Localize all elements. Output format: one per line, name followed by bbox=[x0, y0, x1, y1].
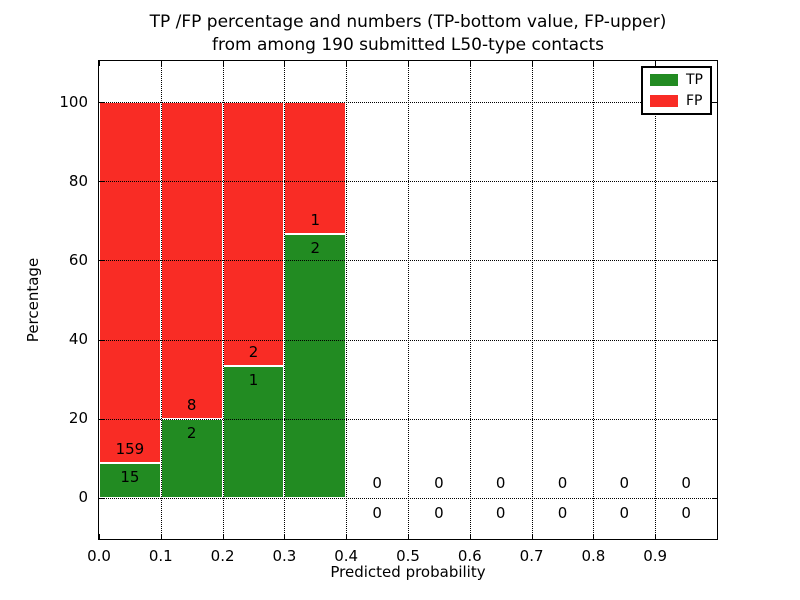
x-tick-label: 0.9 bbox=[643, 547, 668, 565]
tp-count-label: 15 bbox=[120, 468, 140, 487]
y-tick-mark bbox=[99, 181, 104, 183]
x-tick-mark bbox=[222, 534, 224, 539]
fp-count-label: 0 bbox=[372, 473, 382, 492]
y-tick-mark bbox=[712, 497, 717, 499]
x-tick-mark bbox=[531, 61, 533, 66]
legend-swatch-fp bbox=[650, 95, 678, 107]
x-tick-label: 0.3 bbox=[272, 547, 297, 565]
x-tick-mark bbox=[469, 61, 471, 66]
v-gridline bbox=[284, 61, 286, 539]
x-tick-mark bbox=[531, 534, 533, 539]
legend-label: FP bbox=[686, 93, 703, 109]
x-tick-mark bbox=[593, 534, 595, 539]
v-gridline bbox=[346, 61, 348, 539]
v-gridline bbox=[593, 61, 595, 539]
fp-count-label: 0 bbox=[495, 473, 506, 492]
x-tick-mark bbox=[222, 61, 224, 66]
bar-segment-tp bbox=[99, 463, 161, 498]
bar-segment-tp bbox=[284, 234, 347, 498]
y-tick-label: 0 bbox=[78, 488, 88, 507]
bar-segment-fp bbox=[222, 102, 285, 366]
bar-segment-tp bbox=[222, 365, 285, 498]
chart-title-line1: TP /FP percentage and numbers (TP-bottom… bbox=[149, 12, 667, 32]
v-gridline bbox=[222, 61, 224, 539]
legend: TP FP bbox=[641, 66, 712, 115]
legend-item: FP bbox=[650, 94, 703, 108]
x-tick-mark bbox=[408, 534, 409, 539]
x-tick-label: 0.0 bbox=[87, 547, 111, 565]
y-tick-mark bbox=[99, 418, 104, 420]
tp-count-label: 1 bbox=[248, 370, 259, 389]
v-gridline bbox=[160, 61, 162, 539]
tp-count-label: 2 bbox=[310, 239, 321, 258]
tp-count-label: 0 bbox=[681, 503, 691, 522]
y-tick-mark bbox=[712, 260, 717, 262]
fp-count-label: 0 bbox=[619, 473, 630, 492]
y-tick-mark bbox=[99, 497, 104, 499]
x-tick-mark bbox=[284, 534, 286, 539]
x-tick-mark bbox=[655, 61, 657, 66]
chart-title-line2: from among 190 submitted L50-type contac… bbox=[212, 35, 604, 55]
tp-count-label: 0 bbox=[619, 503, 630, 522]
x-tick-mark bbox=[408, 61, 409, 66]
tp-count-label: 0 bbox=[495, 503, 506, 522]
x-axis-label: Predicted probability bbox=[330, 563, 486, 581]
chart-title: TP /FP percentage and numbers (TP-bottom… bbox=[98, 11, 718, 57]
v-gridline bbox=[408, 61, 409, 539]
x-tick-label: 0.1 bbox=[148, 547, 173, 565]
v-gridline bbox=[655, 61, 657, 539]
x-tick-mark bbox=[469, 534, 471, 539]
x-tick-label: 0.5 bbox=[396, 547, 420, 565]
x-tick-label: 0.4 bbox=[334, 547, 359, 565]
x-tick-label: 0.8 bbox=[581, 547, 606, 565]
y-tick-label: 60 bbox=[68, 250, 88, 269]
y-tick-label: 80 bbox=[68, 171, 88, 190]
x-tick-mark bbox=[655, 534, 657, 539]
fp-count-label: 0 bbox=[434, 473, 444, 492]
y-tick-mark bbox=[712, 181, 717, 183]
y-tick-mark bbox=[712, 418, 717, 420]
x-tick-mark bbox=[346, 61, 348, 66]
plot-area: TP FP 159 15 8 2 2 1 1 2 0 0 0 0 0 0 0 0 0 0 0 0 bbox=[98, 60, 718, 540]
y-tick-mark bbox=[99, 339, 104, 341]
legend-label: TP bbox=[686, 72, 703, 88]
tp-count-label: 0 bbox=[372, 503, 382, 522]
y-tick-label: 100 bbox=[59, 92, 88, 111]
x-tick-mark bbox=[346, 534, 348, 539]
v-gridline bbox=[469, 61, 471, 539]
tp-count-label: 0 bbox=[434, 503, 444, 522]
fp-count-label: 2 bbox=[248, 342, 259, 361]
legend-swatch-tp bbox=[650, 74, 678, 86]
fp-count-label: 0 bbox=[681, 473, 691, 492]
y-tick-mark bbox=[99, 260, 104, 262]
legend-item: TP bbox=[650, 73, 703, 87]
x-tick-mark bbox=[160, 534, 162, 539]
x-tick-label: 0.2 bbox=[210, 547, 235, 565]
x-tick-label: 0.7 bbox=[519, 547, 544, 565]
tp-count-label: 0 bbox=[557, 503, 568, 522]
y-tick-label: 40 bbox=[68, 330, 88, 348]
bar-segment-tp bbox=[160, 418, 223, 498]
fp-count-label: 0 bbox=[557, 473, 568, 492]
x-tick-mark bbox=[593, 61, 595, 66]
x-tick-mark bbox=[284, 61, 286, 66]
fp-count-label: 8 bbox=[186, 395, 197, 414]
bar-segment-fp bbox=[99, 102, 161, 464]
fp-count-label: 159 bbox=[115, 440, 145, 459]
x-tick-label: 0.6 bbox=[457, 547, 482, 565]
y-tick-label: 20 bbox=[68, 409, 88, 427]
y-tick-mark bbox=[712, 339, 717, 341]
tp-count-label: 2 bbox=[186, 423, 197, 442]
v-gridline bbox=[531, 61, 533, 539]
x-tick-mark bbox=[99, 534, 100, 539]
y-tick-mark bbox=[99, 102, 104, 104]
x-tick-mark bbox=[99, 61, 100, 66]
y-tick-mark bbox=[712, 102, 717, 104]
x-tick-mark bbox=[160, 61, 162, 66]
fp-count-label: 1 bbox=[310, 211, 321, 230]
